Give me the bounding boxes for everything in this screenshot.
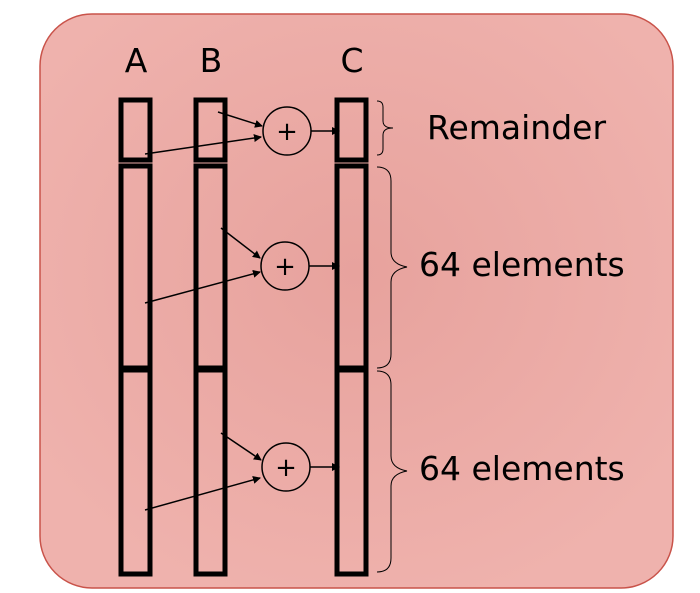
label-block1: 64 elements [419, 245, 625, 284]
vector-a-block2 [118, 367, 153, 577]
label-remainder: Remainder [427, 108, 606, 147]
plus-sign-1: + [276, 117, 298, 147]
arrow-a-to-adder-1 [144, 134, 262, 155]
vector-c-block2 [334, 367, 369, 577]
arrow-b-to-adder-3 [220, 432, 262, 461]
arrow-a-to-adder-2 [144, 269, 261, 304]
label-vector-b: B [200, 41, 223, 80]
label-vector-a: A [125, 41, 148, 80]
brace-remainder [376, 100, 394, 156]
vector-b-remainder [193, 97, 228, 163]
adder-block2: + [144, 432, 340, 511]
brace-block1 [376, 166, 408, 369]
brace-block2 [376, 370, 408, 573]
label-block2: 64 elements [419, 449, 625, 488]
vector-a-remainder [118, 97, 153, 163]
arrow-b-to-adder-2 [220, 227, 261, 259]
plus-sign-3: + [275, 453, 297, 483]
vector-a [118, 97, 153, 577]
vector-b [193, 97, 228, 577]
arrow-b-to-adder-1 [217, 111, 263, 128]
vector-b-block2 [193, 367, 228, 577]
adder-block1: + [144, 227, 340, 304]
adder-remainder: + [144, 106, 340, 156]
braces [376, 100, 408, 573]
plus-sign-2: + [274, 252, 296, 282]
label-vector-c: C [340, 41, 363, 80]
arrow-a-to-adder-3 [144, 476, 261, 511]
